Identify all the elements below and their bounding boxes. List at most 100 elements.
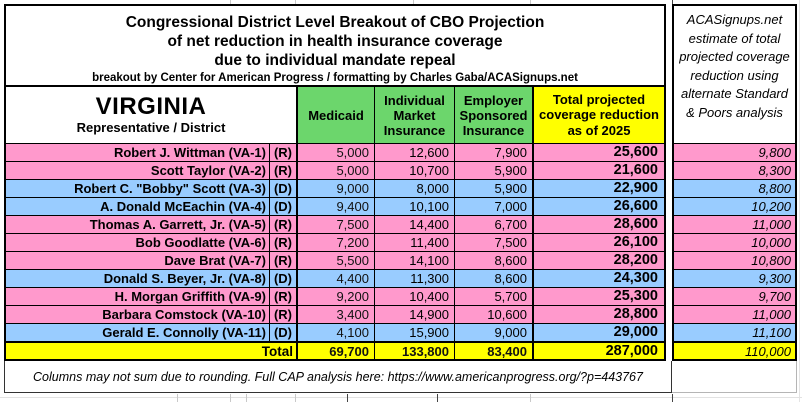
alternate-estimate-value: 11,100 <box>674 323 795 341</box>
gridline-right <box>799 0 800 402</box>
party-label: (R) <box>269 162 296 179</box>
employer-sponsored-value: 8,600 <box>454 270 532 287</box>
medicaid-value: 9,000 <box>296 180 374 197</box>
individual-market-value: 12,600 <box>374 144 454 161</box>
party-label: (R) <box>269 306 296 323</box>
state-header-cell: VIRGINIA Representative / District <box>6 87 296 143</box>
footnote-empty-cell <box>672 361 797 393</box>
table-row: Barbara Comstock (VA-10) (R) 3,400 14,90… <box>6 305 664 323</box>
representative-name: Bob Goodlatte (VA-6) <box>135 235 266 250</box>
representative-name: Thomas A. Garrett, Jr. (VA-5) <box>89 217 266 232</box>
table-row: H. Morgan Griffith (VA-9) (R) 9,200 10,4… <box>6 287 664 305</box>
title-byline: breakout by Center for American Progress… <box>92 72 578 84</box>
individual-market-value: 14,900 <box>374 306 454 323</box>
alternate-estimate-value: 9,800 <box>674 143 795 161</box>
total-medicaid: 69,700 <box>296 343 374 359</box>
column-header-row: VIRGINIA Representative / District Medic… <box>6 85 664 143</box>
total-projected-value: 28,800 <box>532 306 664 323</box>
individual-market-value: 11,300 <box>374 270 454 287</box>
medicaid-value: 7,500 <box>296 216 374 233</box>
employer-sponsored-value: 5,700 <box>454 288 532 305</box>
title-line-1: Congressional District Level Breakout of… <box>125 14 545 31</box>
individual-market-value: 10,700 <box>374 162 454 179</box>
column-header-medicaid: Medicaid <box>296 87 374 143</box>
representative-name: Dave Brat (VA-7) <box>164 253 266 268</box>
employer-sponsored-value: 10,600 <box>454 306 532 323</box>
total-label: Total <box>261 344 293 359</box>
side-values: 9,800 8,300 8,800 10,200 11,000 10,000 10,800 9… <box>674 143 795 341</box>
table-row: Robert C. "Bobby" Scott (VA-3) (D) 9,000… <box>6 179 664 197</box>
title-line-3: due to individual mandate repeal <box>214 52 456 69</box>
medicaid-value: 4,400 <box>296 270 374 287</box>
table-row: Dave Brat (VA-7) (R) 5,500 14,100 8,600 … <box>6 251 664 269</box>
total-projected-value: 25,600 <box>532 144 664 161</box>
alternate-estimate-column: ACASignups.net estimate of total project… <box>672 4 797 361</box>
medicaid-value: 5,000 <box>296 144 374 161</box>
individual-market-value: 11,400 <box>374 234 454 251</box>
individual-market-value: 14,100 <box>374 252 454 269</box>
total-projected-grand-total: 287,000 <box>532 343 664 359</box>
column-header-individual-market: Individual Market Insurance <box>374 87 454 143</box>
alternate-estimate-value: 8,300 <box>674 161 795 179</box>
employer-sponsored-value: 9,000 <box>454 324 532 341</box>
alternate-estimate-value: 11,000 <box>674 305 795 323</box>
medicaid-value: 3,400 <box>296 306 374 323</box>
table-row: Donald S. Beyer, Jr. (VA-8) (D) 4,400 11… <box>6 269 664 287</box>
employer-sponsored-value: 7,500 <box>454 234 532 251</box>
gridline-tick <box>413 0 414 4</box>
table-row: Robert J. Wittman (VA-1) (R) 5,000 12,60… <box>6 143 664 161</box>
representative-name: Donald S. Beyer, Jr. (VA-8) <box>103 271 266 286</box>
gridline-tick <box>347 394 348 402</box>
representative-name: H. Morgan Griffith (VA-9) <box>114 289 266 304</box>
total-projected-value: 22,900 <box>532 180 664 197</box>
individual-market-value: 8,000 <box>374 180 454 197</box>
footnote-box: Columns may not sum due to rounding. Ful… <box>4 361 672 393</box>
gridline-tick <box>246 394 247 402</box>
medicaid-value: 9,200 <box>296 288 374 305</box>
alternate-estimate-value: 9,700 <box>674 287 795 305</box>
total-projected-value: 25,300 <box>532 288 664 305</box>
table-row: Scott Taylor (VA-2) (R) 5,000 10,700 5,9… <box>6 161 664 179</box>
state-subtitle: Representative / District <box>76 120 226 135</box>
column-header-employer-sponsored: Employer Sponsored Insurance <box>454 87 532 143</box>
employer-sponsored-value: 7,000 <box>454 198 532 215</box>
alternate-estimate-value: 8,800 <box>674 179 795 197</box>
employer-sponsored-value: 7,900 <box>454 144 532 161</box>
total-projected-value: 29,000 <box>532 324 664 341</box>
employer-sponsored-value: 8,600 <box>454 252 532 269</box>
alternate-estimate-total: 110,000 <box>674 341 795 359</box>
title-line-2: of net reduction in health insurance cov… <box>167 33 503 50</box>
employer-sponsored-value: 5,900 <box>454 180 532 197</box>
gridline-tick <box>672 394 673 402</box>
state-name: VIRGINIA <box>95 93 207 120</box>
gridline-tick <box>295 394 296 402</box>
representative-name: Barbara Comstock (VA-10) <box>102 307 266 322</box>
individual-market-value: 10,400 <box>374 288 454 305</box>
party-label: (D) <box>269 180 296 197</box>
party-label: (D) <box>269 198 296 215</box>
gridline-tick <box>230 394 231 402</box>
representative-name: A. Donald McEachin (VA-4) <box>100 199 266 214</box>
total-individual-market: 133,800 <box>374 343 454 359</box>
gridline-tick <box>295 0 296 4</box>
gridline-tick <box>177 394 178 402</box>
table-row: Bob Goodlatte (VA-6) (R) 7,200 11,400 7,… <box>6 233 664 251</box>
employer-sponsored-value: 6,700 <box>454 216 532 233</box>
medicaid-value: 4,100 <box>296 324 374 341</box>
total-row: Total 69,700 133,800 83,400 287,000 <box>6 341 664 359</box>
party-label: (D) <box>269 270 296 287</box>
party-label: (R) <box>269 252 296 269</box>
column-header-total-projected: Total projected coverage reduction as of… <box>532 87 664 143</box>
representative-name: Gerald E. Connolly (VA-11) <box>102 325 266 340</box>
total-projected-value: 21,600 <box>532 162 664 179</box>
alternate-estimate-note: ACASignups.net estimate of total project… <box>679 12 790 120</box>
gridline-tick <box>530 394 531 402</box>
total-projected-value: 28,200 <box>532 252 664 269</box>
employer-sponsored-value: 5,900 <box>454 162 532 179</box>
table-row: Thomas A. Garrett, Jr. (VA-5) (R) 7,500 … <box>6 215 664 233</box>
total-employer-sponsored: 83,400 <box>454 343 532 359</box>
party-label: (R) <box>269 144 296 161</box>
medicaid-value: 7,200 <box>296 234 374 251</box>
individual-market-value: 15,900 <box>374 324 454 341</box>
